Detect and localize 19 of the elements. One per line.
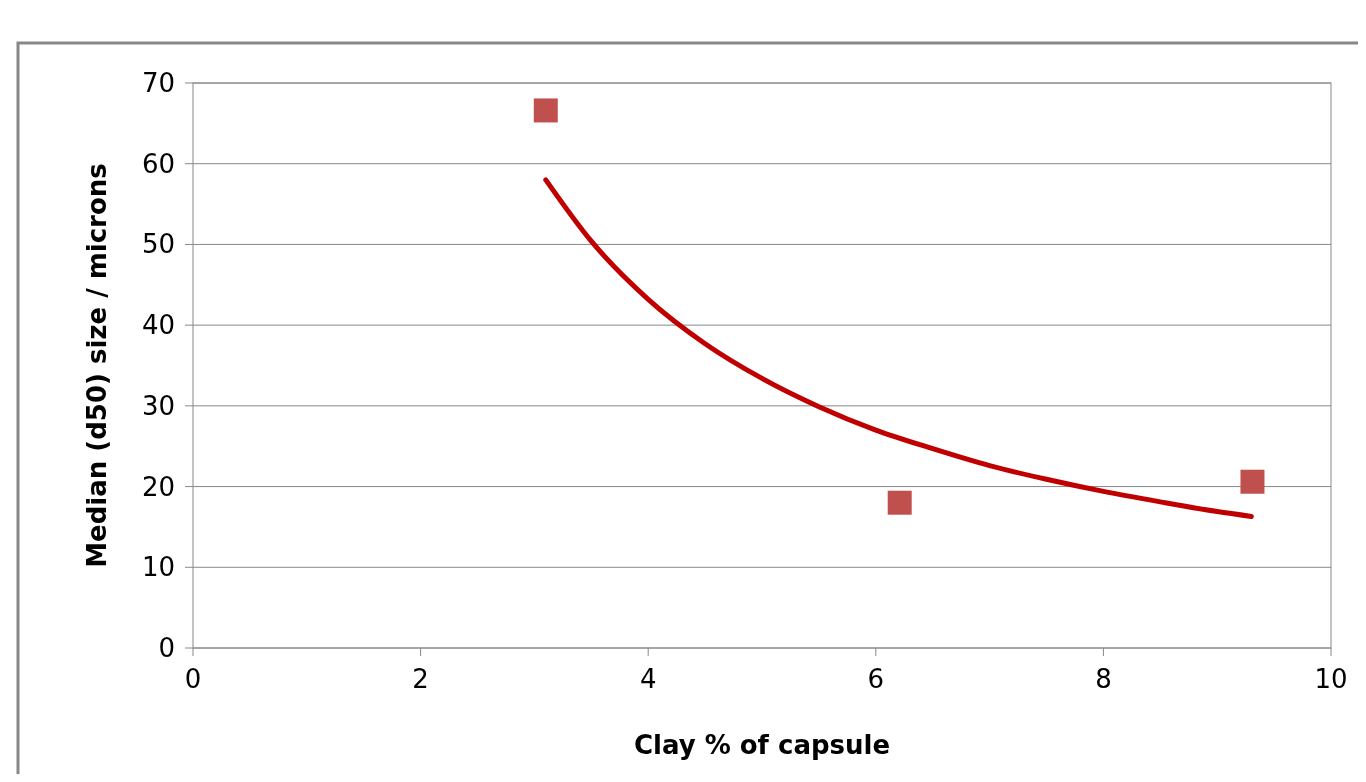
y-tick-label: 0: [158, 633, 175, 663]
y-tick-label: 20: [141, 471, 175, 502]
x-tick-label: 4: [639, 664, 657, 694]
y-axis-title: Median (d50) size / microns: [82, 163, 112, 568]
y-tick-label: 60: [141, 148, 175, 179]
x-tick-label: 10: [1314, 664, 1348, 694]
point: [1240, 469, 1265, 494]
y-tick-label: 30: [141, 390, 175, 421]
y-tick-label: 50: [141, 229, 175, 260]
x-axis-title: Clay % of capsule: [633, 730, 891, 760]
x-tick-label: 8: [1095, 664, 1112, 694]
x-tick-label: 6: [867, 664, 885, 694]
x-tick-label: 2: [412, 664, 429, 694]
y-tick-label: 70: [141, 68, 175, 98]
x-tick-label: 0: [184, 664, 202, 694]
point: [887, 490, 912, 515]
y-tick-label: 40: [141, 310, 175, 341]
y-tick-label: 10: [141, 552, 175, 583]
point: [533, 98, 558, 123]
